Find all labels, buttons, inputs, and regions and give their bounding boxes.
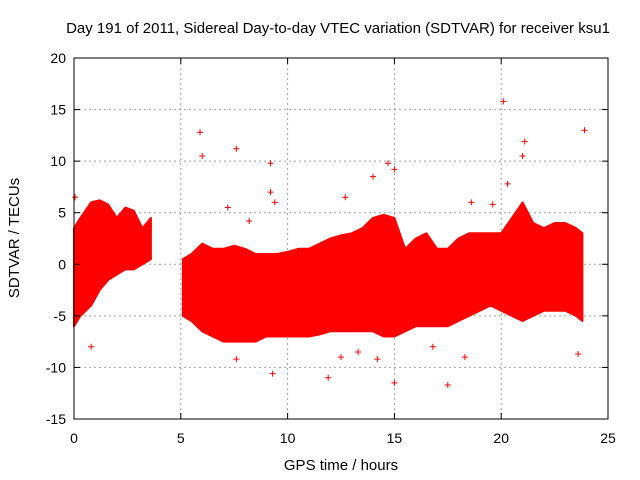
data-point — [72, 194, 79, 201]
chart-title: Day 191 of 2011, Sidereal Day-to-day VTE… — [66, 20, 610, 37]
data-point — [575, 351, 582, 358]
outlier-points — [72, 98, 588, 388]
data-point — [355, 348, 362, 355]
data-point — [504, 180, 511, 187]
data-point — [581, 127, 588, 134]
data-point — [384, 160, 391, 167]
plot-frame — [73, 57, 609, 420]
data-point — [500, 98, 507, 105]
data-point — [233, 356, 240, 363]
y-tick-label: -15 — [46, 411, 66, 427]
data-point — [521, 138, 528, 145]
data-point — [444, 381, 451, 388]
data-point — [374, 356, 381, 363]
y-axis-label: SDTVAR / TECUs — [6, 178, 23, 298]
y-tick-label: 20 — [50, 50, 66, 66]
data-point — [269, 370, 276, 377]
data-point — [246, 217, 253, 224]
data-point — [325, 374, 332, 381]
y-tick-label: 15 — [50, 102, 66, 118]
data-point — [338, 354, 344, 361]
y-tick-label: -10 — [46, 359, 66, 375]
data-point — [342, 194, 349, 201]
data-point — [391, 166, 398, 173]
x-tick-label: 20 — [493, 430, 509, 446]
data-point — [429, 343, 436, 350]
data-point — [468, 199, 475, 206]
y-tick-label: -5 — [54, 308, 67, 324]
x-tick-label: 25 — [600, 430, 616, 446]
data-point — [199, 152, 206, 159]
x-tick-label: 10 — [280, 430, 296, 446]
y-tick-label: 0 — [58, 256, 66, 272]
data-point — [88, 343, 95, 350]
data-envelope-segment — [73, 199, 152, 328]
data-point — [267, 160, 274, 167]
x-axis-label: GPS time / hours — [284, 457, 398, 474]
data-point — [197, 129, 204, 136]
data-point — [370, 173, 377, 180]
axis-ticks: 0 5 10 15 20 25 -15 -10 -5 0 5 10 15 20 — [46, 50, 616, 446]
y-tick-label: 5 — [58, 205, 66, 221]
data-point — [489, 201, 496, 208]
data-point — [267, 189, 274, 196]
x-tick-label: 0 — [70, 430, 78, 446]
data-point — [224, 204, 231, 211]
data-point — [461, 354, 468, 361]
data-envelope — [73, 199, 584, 343]
data-point — [271, 199, 278, 206]
data-envelope-segment — [181, 201, 584, 343]
data-point — [519, 152, 526, 159]
y-tick-label: 10 — [50, 153, 66, 169]
data-point — [233, 145, 240, 152]
data-point — [391, 379, 398, 386]
x-tick-label: 5 — [177, 430, 185, 446]
x-tick-label: 15 — [387, 430, 403, 446]
